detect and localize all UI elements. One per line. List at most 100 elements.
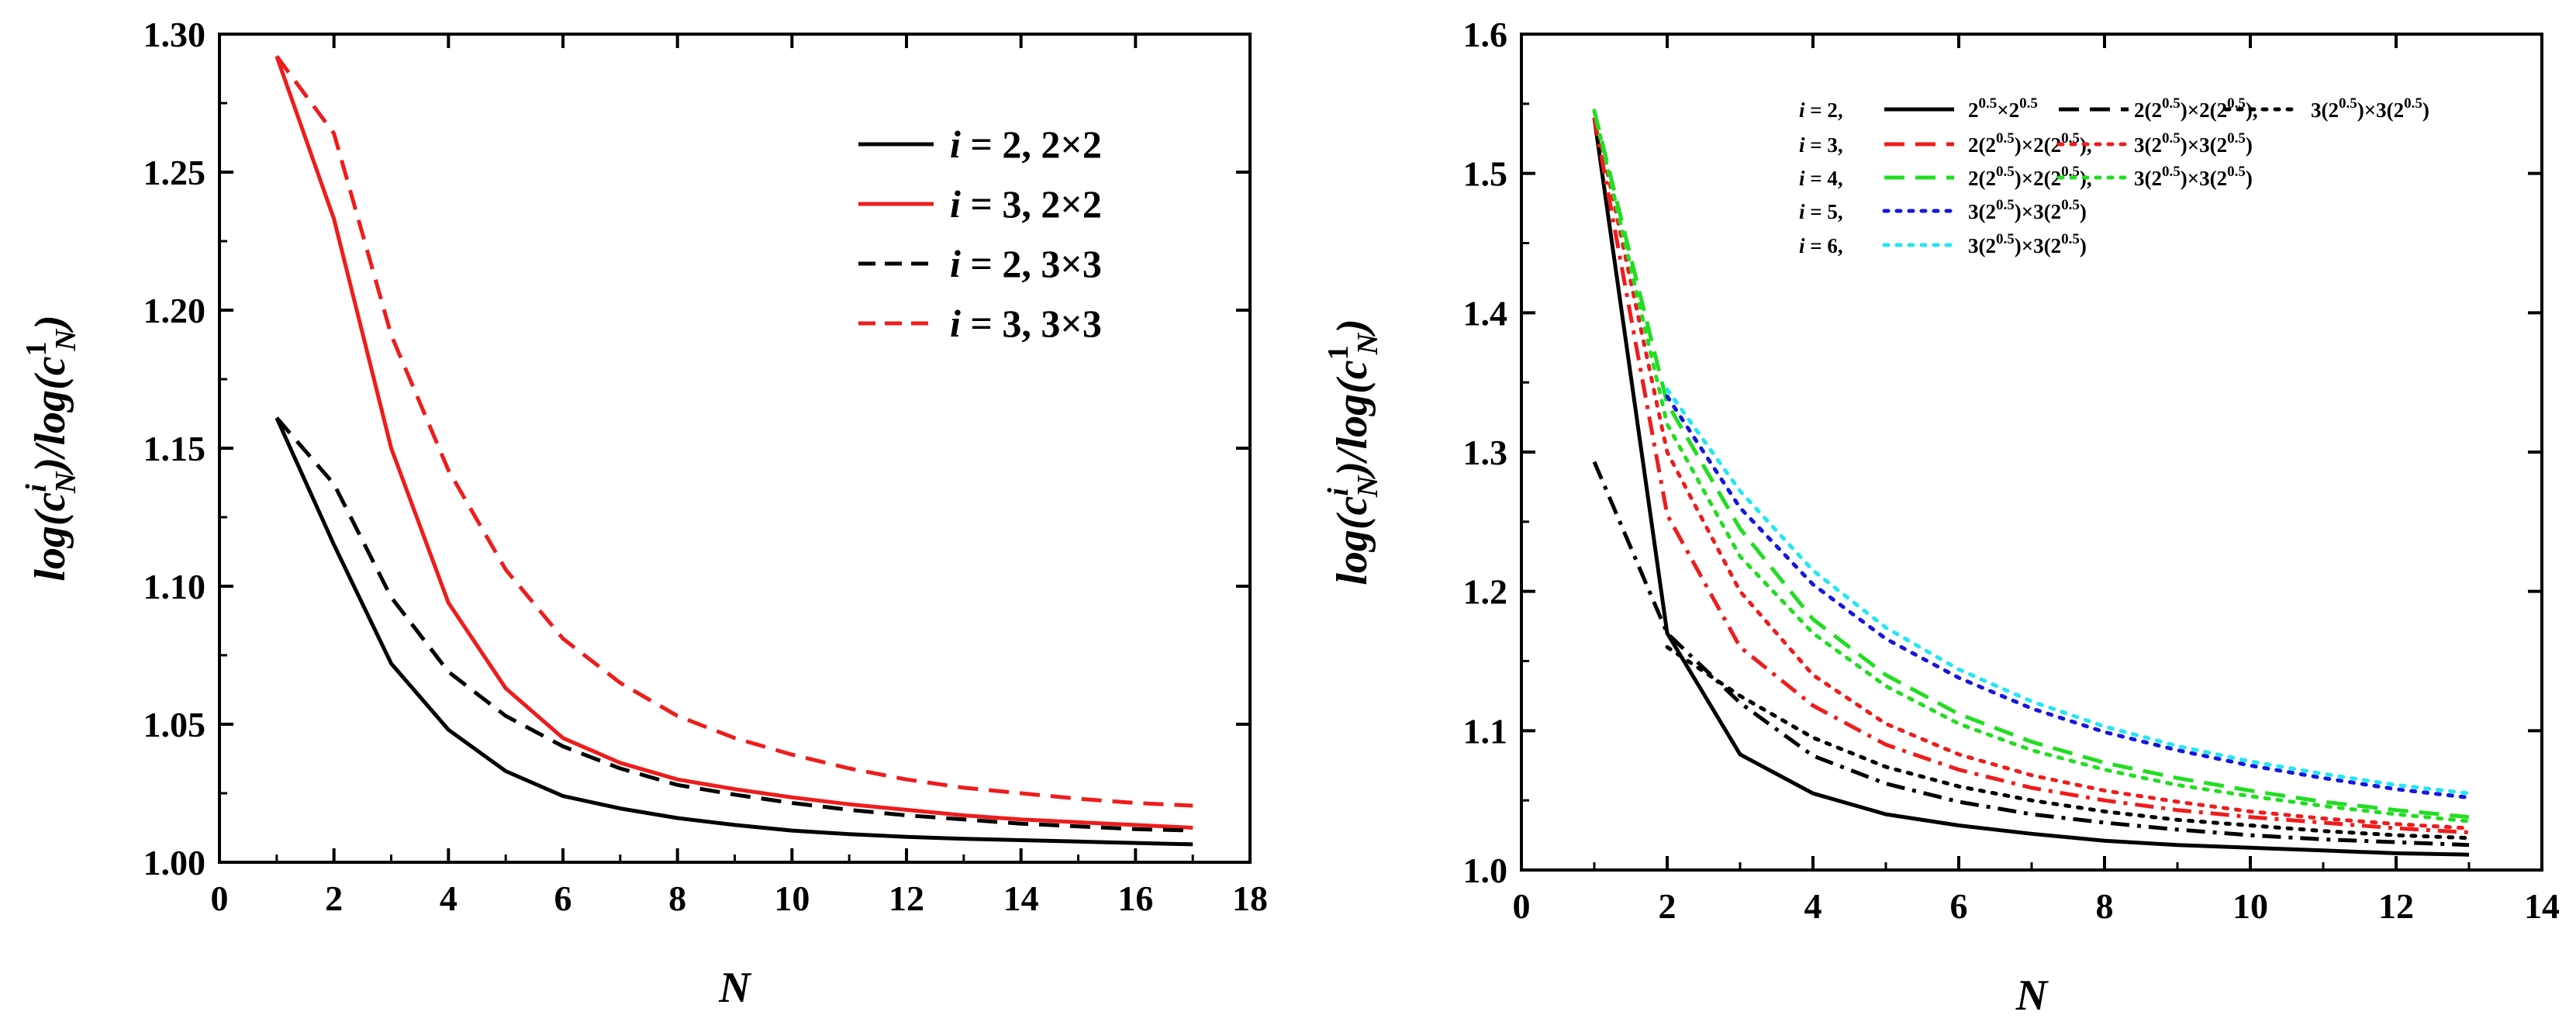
legend-sup: 0.5	[1996, 231, 2015, 247]
legend-sup: 0.5	[2061, 231, 2080, 247]
legend-text: )	[2422, 98, 2429, 122]
ylabel-var: c	[1328, 360, 1376, 379]
legend-text: = 3, 3×3	[961, 302, 1102, 345]
legend-left: i = 2, 2×2i = 3, 2×2i = 2, 3×3i = 3, 3×3	[858, 123, 1102, 345]
x-tick-label: 16	[1117, 879, 1153, 918]
legend-sup: 0.5	[1996, 130, 2015, 147]
legend-text: 2(2	[2134, 98, 2162, 122]
x-tick-label: 12	[889, 879, 924, 918]
legend-sup: 0.5	[2404, 95, 2422, 112]
legend-text: )	[2246, 133, 2253, 157]
legend-text: ×2	[1997, 98, 2019, 122]
x-tick-label: 0	[211, 879, 229, 918]
y-tick-label: 1.05	[143, 705, 206, 744]
y-tick-label: 1.1	[1463, 711, 1508, 751]
chart-1: 0 2 4 6 8 10 12 14 16 18 1.00 1.05 1.10 1.15 1.20 1.25 1…	[143, 15, 1269, 1012]
y-tick-label: 1.30	[143, 15, 206, 54]
legend-row-prefix: i = 4,	[1799, 167, 1843, 190]
x-tick-label: 10	[774, 879, 810, 918]
legend-text: 3(2	[1968, 200, 1996, 223]
legend-sup: 0.5	[2162, 130, 2181, 147]
legend-sup: 0.5	[1996, 164, 2015, 180]
legend-text: )×2(2	[2015, 167, 2061, 190]
y-tick-label: 1.6	[1463, 15, 1508, 54]
x-tick-label: 18	[1232, 879, 1268, 918]
legend-var: i	[950, 302, 961, 345]
ylabel-end: )	[1328, 319, 1376, 337]
legend-right: i = 2,20.5​×20.5​2(20.5​)×2(20.5​),3(20.…	[1799, 95, 2429, 257]
series-line-1-1	[275, 416, 1193, 847]
legend-label: 3(20.5​)×3(20.5​)	[2311, 95, 2429, 122]
legend-sup: 0.5	[1996, 197, 2015, 213]
legend-label: i = 2, 3×3	[950, 242, 1102, 285]
legend-label: 20.5​×20.5​	[1968, 95, 2038, 122]
y-tick-label: 1.2	[1463, 572, 1508, 612]
ylabel-sup: i	[1322, 488, 1355, 496]
y-axis-label: log(ciN)/log(c1N)	[20, 315, 82, 581]
x-axis-label: N	[2015, 972, 2049, 1020]
legend-label: 3(20.5​)×3(20.5​)	[1968, 197, 2087, 223]
y-tick-label: 1.10	[143, 567, 206, 606]
legend-text: )×3(2	[2015, 234, 2061, 257]
legend-label: 3(20.5​)×3(20.5​)	[2134, 130, 2253, 157]
legend-row-prefix: i = 3,	[1799, 133, 1843, 157]
ylabel-log: log(	[26, 508, 74, 582]
x-tick-label: 2	[325, 879, 343, 918]
legend-label: 3(20.5​)×3(20.5​)	[2134, 164, 2253, 190]
legend-var: i	[1799, 98, 1805, 122]
x-tick-label: 14	[1003, 879, 1039, 918]
ylabel-var: c	[26, 356, 74, 375]
legend-text: 2	[1968, 98, 1979, 122]
legend-text: )	[2246, 167, 2253, 190]
legend-text: 2(2	[1968, 167, 1996, 190]
ylabel-sup: 1	[20, 341, 53, 356]
y-tick-label: 1.4	[1463, 293, 1508, 333]
series-line-1-4	[275, 55, 1193, 808]
ylabel-mid: )/log(	[1328, 376, 1376, 480]
legend-text: )×3(2	[2181, 167, 2227, 190]
legend-text: = 6,	[1805, 234, 1843, 257]
legend-label: i = 3, 2×2	[950, 182, 1102, 226]
x-tick-label: 8	[668, 879, 686, 918]
legend-label: 3(20.5​)×3(20.5​)	[1968, 231, 2087, 257]
legend-text: = 5,	[1805, 200, 1843, 223]
y-tick-label: 1.00	[143, 843, 206, 882]
x-tick-label: 2	[1659, 886, 1676, 926]
legend-sup: 0.5	[2019, 95, 2038, 112]
legend-row-prefix: i = 5,	[1799, 200, 1843, 223]
legend-label: 2(20.5​)×2(20.5​),	[1968, 130, 2092, 157]
y-tick-label: 1.3	[1463, 433, 1508, 472]
legend-label: i = 2, 2×2	[950, 123, 1102, 166]
y-axis-label: log(ciN)/log(c1N)	[1322, 319, 1384, 585]
legend-sup: 0.5	[2227, 164, 2246, 180]
legend-text: = 2, 3×3	[961, 242, 1102, 285]
x-tick-label: 6	[554, 879, 572, 918]
legend-row-prefix: i = 6,	[1799, 234, 1843, 257]
ylabel-sub: N	[1352, 332, 1384, 355]
y-tick-label: 1.20	[143, 291, 206, 330]
ylabel-var: c	[26, 492, 74, 512]
ylabel-sup: i	[20, 484, 53, 492]
y-tick-label: 1.0	[1463, 851, 1508, 890]
legend-text: )×3(2	[2181, 133, 2227, 157]
series-line-2-3	[1665, 645, 2471, 841]
x-tick-label: 0	[1513, 886, 1531, 926]
series-line-2-9	[1665, 387, 2471, 796]
legend-text: 3(2	[2134, 167, 2162, 190]
ylabel-sub: N	[1352, 475, 1384, 498]
legend-text: )×2(2	[2181, 98, 2227, 122]
legend-text: = 3, 2×2	[961, 182, 1102, 226]
x-tick-label: 4	[1804, 886, 1822, 926]
ylabel-log: log(	[1328, 512, 1376, 585]
series-line-1-3	[275, 416, 1193, 833]
ylabel-sub: N	[50, 328, 82, 351]
legend-text: )	[2080, 234, 2087, 257]
legend-text: = 2, 2×2	[961, 123, 1102, 166]
x-tick-label: 14	[2524, 886, 2560, 926]
legend-text: = 4,	[1805, 167, 1843, 190]
legend-text: 3(2	[2134, 133, 2162, 157]
series-line-2-5	[1592, 109, 2471, 830]
y-tick-label: 1.15	[143, 429, 206, 468]
legend-var: i	[950, 182, 961, 226]
x-axis-label: N	[718, 964, 752, 1012]
